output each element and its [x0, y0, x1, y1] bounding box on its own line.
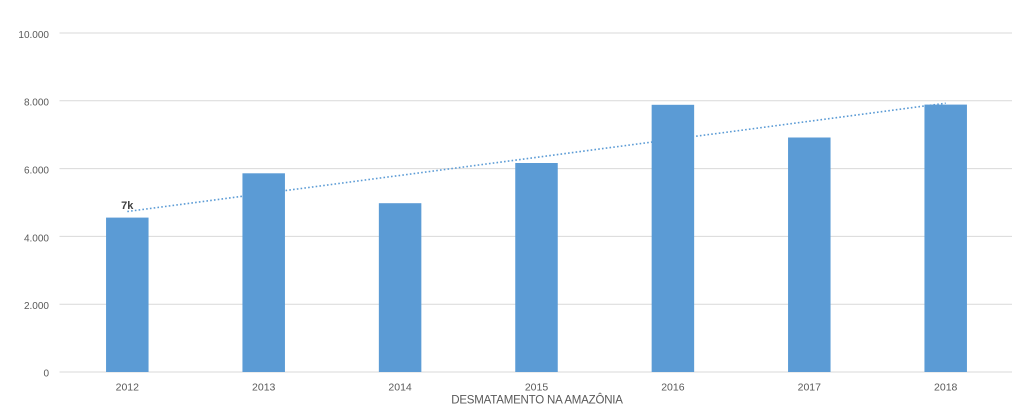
svg-text:2012: 2012	[116, 382, 140, 394]
svg-text:2015: 2015	[525, 382, 549, 394]
svg-text:2017: 2017	[798, 382, 822, 394]
svg-text:2016: 2016	[661, 382, 685, 394]
svg-text:2018: 2018	[934, 382, 958, 394]
svg-text:DESMATAMENTO NA AMAZÔNIA: DESMATAMENTO NA AMAZÔNIA	[451, 394, 623, 407]
svg-text:6.000: 6.000	[24, 166, 49, 177]
svg-text:2.000: 2.000	[24, 301, 49, 312]
svg-text:2014: 2014	[388, 382, 412, 394]
svg-text:8.000: 8.000	[24, 98, 49, 109]
svg-text:4.000: 4.000	[24, 233, 49, 244]
svg-text:10.000: 10.000	[18, 30, 49, 41]
svg-text:2013: 2013	[252, 382, 276, 394]
svg-text:7k: 7k	[121, 200, 134, 212]
svg-text:0: 0	[43, 369, 49, 380]
